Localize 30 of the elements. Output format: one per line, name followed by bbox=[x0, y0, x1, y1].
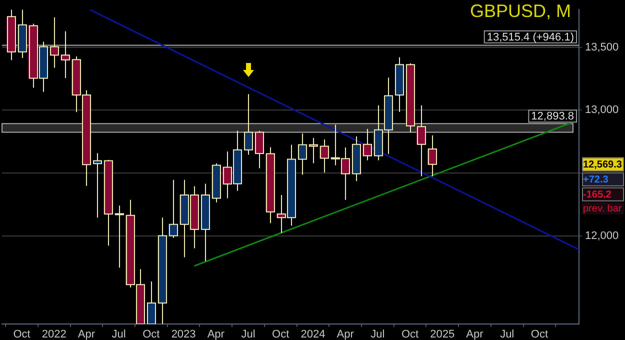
x-tick-label: Oct bbox=[401, 328, 419, 340]
x-tick-label: Oct bbox=[530, 328, 548, 340]
x-tick-label: Jul bbox=[241, 328, 256, 340]
x-tick-label: Jul bbox=[112, 328, 126, 340]
text: +72.3 bbox=[583, 174, 609, 186]
x-tick-label: 2025 bbox=[430, 328, 455, 340]
text: -165.2 bbox=[583, 190, 612, 201]
x-tick-label: 2023 bbox=[171, 328, 196, 340]
x-tick-label: Jul bbox=[500, 328, 514, 340]
candlestick bbox=[244, 94, 253, 156]
x-tick-label: Apr bbox=[78, 328, 96, 340]
candlestick bbox=[394, 56, 404, 112]
x-tick-label: 2024 bbox=[300, 328, 326, 340]
x-tick-label: Apr bbox=[207, 328, 225, 340]
ref-line-label: 13,515.4 (+946.1) bbox=[486, 31, 574, 44]
x-tick-label: Apr bbox=[466, 328, 484, 340]
x-tick-label: Oct bbox=[142, 328, 160, 340]
y-tick-label: 13,000 bbox=[585, 104, 619, 116]
y-tick-label: 12,000 bbox=[585, 230, 619, 242]
x-tick-label: Oct bbox=[13, 328, 30, 340]
text: prev. bar bbox=[583, 204, 622, 215]
chart-title: GBPUSD, M bbox=[470, 0, 571, 21]
text: 12,569.3 bbox=[583, 160, 622, 171]
band-label: 12,893.8 bbox=[531, 110, 574, 123]
x-tick-label: Apr bbox=[336, 328, 354, 340]
candlestick bbox=[298, 132, 307, 176]
x-tick-label: 2022 bbox=[42, 328, 66, 340]
x-tick-label: Jul bbox=[370, 328, 385, 340]
y-tick-label: 13,500 bbox=[585, 41, 619, 54]
x-tick-label: Oct bbox=[272, 328, 290, 340]
